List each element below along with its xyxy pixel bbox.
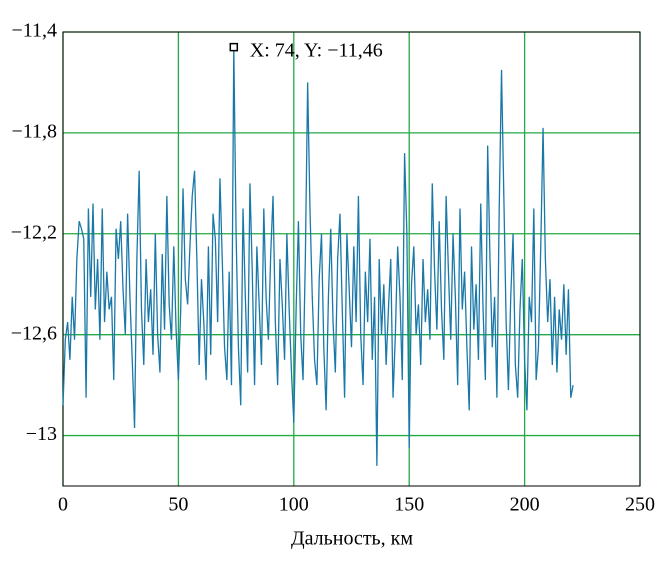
x-tick-label: 0: [58, 494, 68, 516]
data-line: [62, 47, 574, 466]
x-axis-label: Дальность, км: [291, 528, 413, 550]
x-tick-label: 200: [510, 494, 540, 516]
plot-frame: [62, 31, 641, 487]
x-tick-label: 100: [279, 494, 309, 516]
y-tick-label: −12,2: [11, 221, 57, 243]
y-tick-label: −12,6: [11, 322, 57, 344]
x-tick-label: 50: [168, 494, 188, 516]
x-tick-label: 150: [394, 494, 424, 516]
annotation-label: X: 74, Y: −11,46: [250, 40, 383, 62]
y-tick-label: −11,8: [11, 120, 57, 142]
y-tick-label: −11,4: [11, 20, 57, 42]
annotation-marker: [229, 42, 239, 52]
y-tick-label: −13: [26, 423, 57, 445]
x-tick-label: 250: [625, 494, 655, 516]
